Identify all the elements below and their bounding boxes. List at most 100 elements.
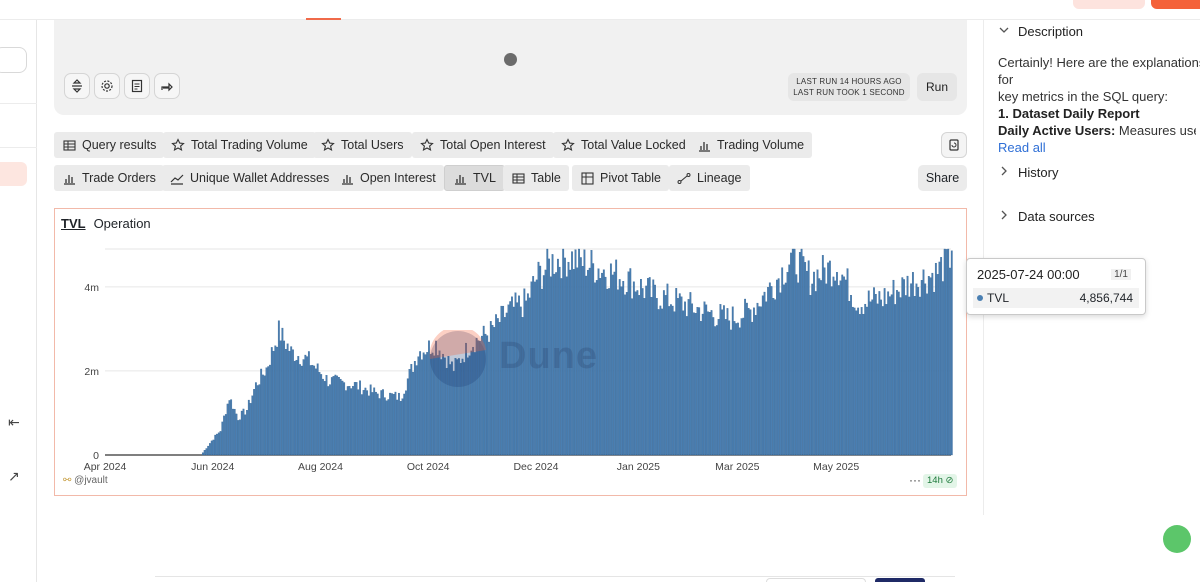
tvl-bar — [788, 264, 791, 456]
tvl-bar — [216, 433, 218, 456]
bottom-primary-button[interactable] — [875, 578, 925, 582]
top-primary-button[interactable] — [1151, 0, 1200, 9]
tvl-bar — [413, 361, 416, 456]
tvl-bar — [390, 393, 393, 456]
tab-trading-volume[interactable]: Trading Volume — [689, 132, 813, 158]
tvl-bar — [730, 329, 732, 456]
tab-table[interactable]: Table — [503, 165, 569, 191]
tvl-bar — [201, 452, 204, 456]
tvl-bar — [454, 358, 457, 456]
tvl-bar — [408, 369, 411, 456]
run-button[interactable]: Run — [917, 73, 957, 101]
y-tick-label: 2m — [84, 366, 99, 378]
query-editor[interactable]: LAST RUN 14 HOURS AGO LAST RUN TOOK 1 SE… — [54, 20, 967, 115]
share-query-button[interactable] — [154, 73, 180, 99]
tvl-bar — [652, 279, 655, 456]
chart-tooltip: 2025-07-24 00:00 1/1 TVL 4,856,744 — [966, 258, 1146, 315]
tab-tvl[interactable]: TVL — [444, 165, 505, 191]
tvl-bar — [360, 394, 363, 456]
tvl-bar — [862, 313, 865, 456]
share-button[interactable]: Share — [918, 165, 967, 191]
description-header[interactable]: Description — [998, 24, 1083, 39]
tvl-bar — [560, 278, 563, 456]
more-options-button[interactable]: ··· — [909, 473, 921, 487]
tvl-bar — [472, 346, 475, 456]
tvl-bar — [311, 364, 314, 456]
tvl-bar — [299, 364, 301, 456]
tab-total-trading-volume[interactable]: Total Trading Volume — [163, 132, 316, 158]
tvl-bar — [595, 280, 598, 456]
tvl-bar — [689, 292, 692, 456]
tvl-bar — [343, 382, 346, 456]
tvl-bar — [896, 290, 898, 456]
data-sources-header[interactable]: Data sources — [998, 209, 1095, 224]
tab-query-results[interactable]: Query results — [54, 132, 165, 158]
resize-handle[interactable] — [504, 53, 517, 66]
last-run-info: LAST RUN 14 HOURS AGO LAST RUN TOOK 1 SE… — [788, 73, 910, 101]
tvl-bar — [783, 284, 785, 456]
sidebar-search-box[interactable] — [0, 47, 27, 73]
tvl-bar — [901, 277, 904, 456]
tvl-bar — [908, 296, 911, 456]
tvl-bar — [504, 317, 506, 456]
tab-unique-wallet-addresses[interactable]: Unique Wallet Addresses — [162, 165, 338, 191]
tvl-bar — [836, 272, 838, 456]
tvl-bar — [544, 269, 547, 456]
tab-total-open-interest[interactable]: Total Open Interest — [412, 132, 554, 158]
tab-trade-orders[interactable]: Trade Orders — [54, 165, 164, 191]
tvl-bar — [873, 287, 875, 456]
tvl-bar — [353, 382, 356, 456]
tvl-bar — [320, 374, 323, 456]
tvl-bar — [859, 314, 861, 456]
tab-lineage[interactable]: Lineage — [669, 165, 750, 191]
assistant-logo-icon[interactable] — [1163, 525, 1191, 553]
external-link-icon[interactable]: ↗ — [8, 468, 20, 484]
format-button[interactable] — [64, 73, 90, 99]
tvl-bar — [813, 271, 815, 456]
tvl-bar — [461, 358, 464, 456]
tvl-bar — [549, 276, 552, 456]
history-header[interactable]: History — [998, 165, 1058, 180]
sidebar-selected-item[interactable] — [0, 162, 27, 186]
tvl-bar — [567, 261, 570, 456]
tvl-bar — [272, 350, 275, 456]
tab-total-value-locked[interactable]: Total Value Locked — [553, 132, 694, 158]
tvl-bar — [740, 318, 743, 456]
tvl-bar — [502, 305, 505, 456]
copy-button[interactable] — [941, 132, 967, 158]
tvl-bar — [869, 301, 872, 456]
tvl-bar — [765, 301, 768, 456]
tvl-bar-chart[interactable]: 0 2m 4m Apr 2024 Jun 2024 Aug 2024 Oct 2024 Dec… — [55, 235, 966, 475]
tvl-bar — [528, 297, 531, 456]
chart-title[interactable]: TVL — [61, 216, 86, 231]
tvl-bar — [617, 289, 619, 456]
tvl-bar — [721, 309, 724, 456]
snippet-button[interactable] — [124, 73, 150, 99]
bottom-secondary-button[interactable] — [766, 578, 866, 582]
tab-open-interest[interactable]: Open Interest — [332, 165, 444, 191]
tvl-bar — [887, 291, 890, 456]
tvl-bar — [315, 368, 317, 456]
tvl-bar — [673, 311, 676, 456]
tab-total-users[interactable]: Total Users — [313, 132, 412, 158]
read-all-link[interactable]: Read all — [998, 140, 1046, 155]
top-secondary-button[interactable] — [1073, 0, 1145, 9]
tab-pivot-table[interactable]: Pivot Table — [572, 165, 669, 191]
collapse-sidebar-icon[interactable]: ⇤ — [8, 414, 20, 430]
tvl-bar — [638, 295, 641, 456]
tvl-bar — [270, 347, 273, 456]
chart-author[interactable]: ⚯ @jvault — [63, 475, 108, 486]
tvl-bar — [350, 388, 353, 456]
description-line: 1. Dataset Daily Report — [998, 105, 1200, 122]
tvl-bar — [594, 282, 596, 456]
tvl-bar — [207, 445, 210, 456]
document-icon — [131, 79, 143, 93]
last-run-duration: LAST RUN TOOK 1 SECOND — [793, 88, 905, 97]
settings-button[interactable] — [94, 73, 120, 99]
tvl-bar — [443, 357, 446, 456]
star-icon — [420, 138, 434, 152]
tvl-bar — [565, 276, 568, 456]
tvl-bar — [583, 249, 586, 456]
tvl-bar — [337, 376, 340, 456]
tvl-bar — [578, 248, 580, 456]
